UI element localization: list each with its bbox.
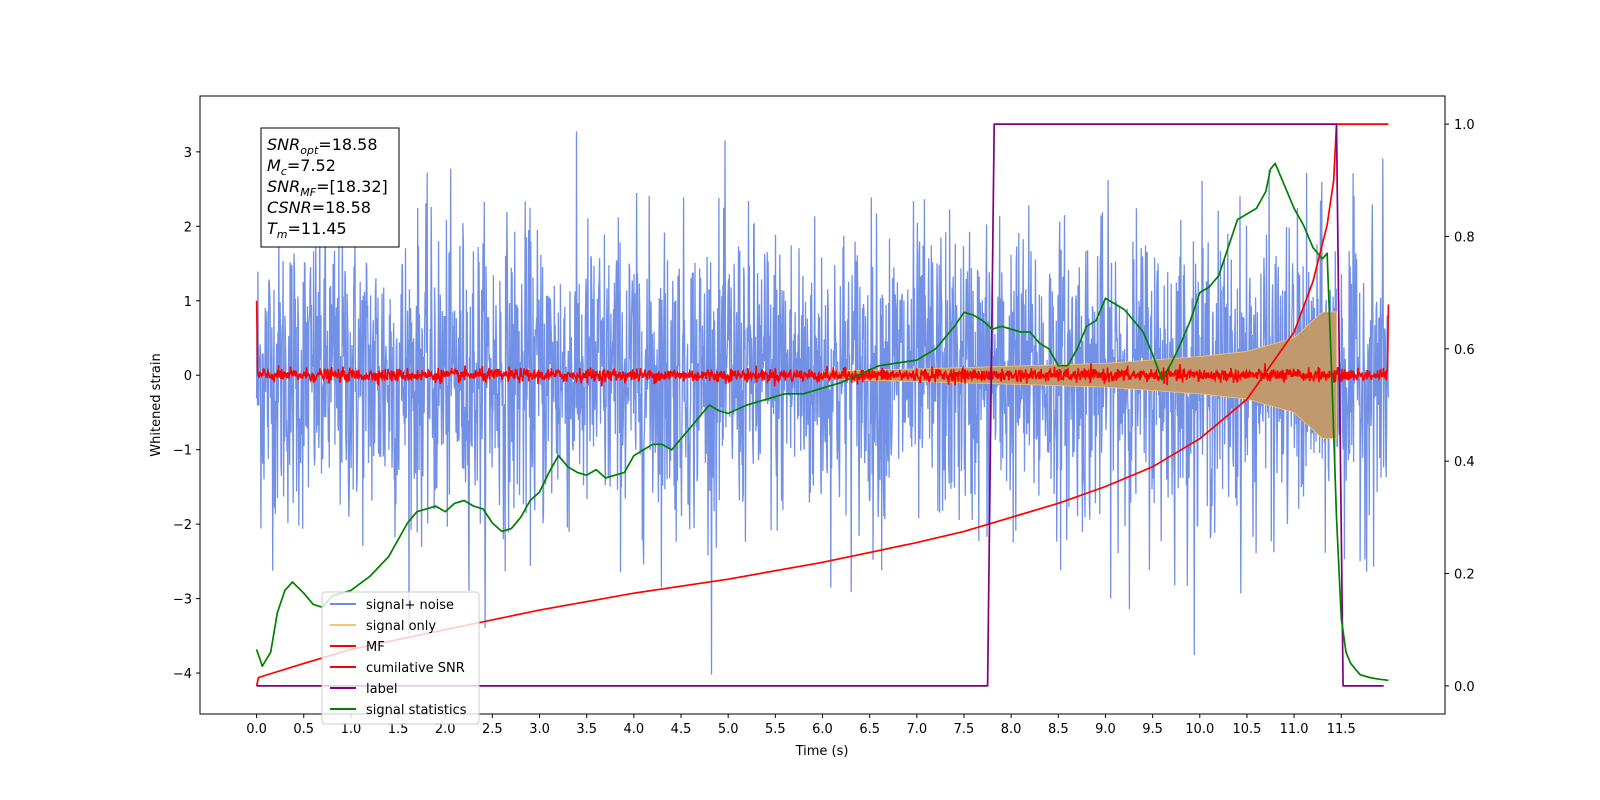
y-tick-label: −3 (173, 593, 192, 608)
x-tick-label: 9.5 (1142, 722, 1163, 737)
y2-tick-label: 0.0 (1454, 680, 1475, 695)
y-tick-label: 1 (184, 295, 192, 310)
y-axis-label: Whitened strain (149, 353, 164, 456)
y2-tick-label: 0.8 (1454, 230, 1475, 245)
x-axis-label: Time (s) (795, 744, 849, 759)
x-tick-label: 11.5 (1327, 722, 1356, 737)
series-mf-line (255, 300, 1390, 387)
x-tick-label: 2.0 (435, 722, 456, 737)
x-tick-label: 4.0 (624, 722, 645, 737)
x-tick-label: 3.5 (576, 722, 597, 737)
y2-tick-label: 0.4 (1454, 455, 1475, 470)
x-tick-label: 6.5 (859, 722, 880, 737)
x-tick-label: 8.5 (1048, 722, 1069, 737)
x-tick-label: 6.0 (812, 722, 833, 737)
annotation-line: CSNR=18.58 (267, 198, 371, 217)
x-tick-label: 1.0 (341, 722, 362, 737)
y-tick-label: 3 (184, 146, 192, 161)
legend-label: MF (366, 640, 385, 655)
series-label-line (256, 123, 1384, 687)
x-tick-label: 10.0 (1185, 722, 1214, 737)
legend-label: signal statistics (366, 703, 467, 718)
x-tick-label: 9.0 (1095, 722, 1116, 737)
x-tick-label: 11.0 (1280, 722, 1309, 737)
x-tick-label: 4.5 (671, 722, 692, 737)
x-tick-label: 2.5 (482, 722, 503, 737)
y-axis-right: 0.0 0.2 0.4 0.6 0.8 1.0 (1445, 118, 1475, 695)
x-axis: 0.0 0.5 1.0 1.5 2.0 2.5 3.0 3.5 4.0 4.5 5.0 5.5 6.0 6… (246, 714, 1356, 737)
y-axis-left: −4 −3 −2 −1 0 1 2 3 (173, 146, 200, 682)
x-tick-label: 10.5 (1232, 722, 1261, 737)
annotation-line: Tm=11.45 (267, 219, 347, 241)
x-tick-label: 5.5 (765, 722, 786, 737)
y2-tick-label: 0.2 (1454, 568, 1475, 583)
x-tick-label: 3.0 (529, 722, 550, 737)
x-tick-label: 1.5 (388, 722, 409, 737)
x-tick-label: 5.0 (718, 722, 739, 737)
x-tick-label: 8.0 (1001, 722, 1022, 737)
annotation-box: SNRopt=18.58Mc=7.52SNRMF=[18.32]CSNR=18.… (260, 127, 400, 248)
legend-label: cumilative SNR (366, 661, 465, 676)
x-tick-label: 0.5 (293, 722, 314, 737)
annotation-line: SNRopt=18.58 (267, 135, 378, 157)
y2-tick-label: 1.0 (1454, 118, 1475, 133)
legend-label: signal+ noise (366, 598, 454, 613)
x-tick-label: 0.0 (246, 722, 267, 737)
series-signal-statistics-line (255, 162, 1389, 682)
annotation-line: SNRMF=[18.32] (267, 177, 388, 199)
y-tick-label: −2 (173, 518, 192, 533)
legend: signal+ noise signal only MF cumilative SNR… (321, 591, 480, 725)
y-tick-label: −1 (173, 444, 192, 459)
y-tick-label: 0 (184, 369, 192, 384)
y2-tick-label: 0.6 (1454, 343, 1475, 358)
x-tick-label: 7.0 (906, 722, 927, 737)
y-tick-label: −4 (173, 667, 192, 682)
x-tick-label: 7.5 (954, 722, 975, 737)
y-tick-label: 2 (184, 220, 192, 235)
legend-label: signal only (366, 619, 436, 634)
series-signal-noise-line (255, 131, 1390, 675)
legend-label: label (366, 682, 397, 697)
annotation-line: Mc=7.52 (267, 156, 336, 178)
